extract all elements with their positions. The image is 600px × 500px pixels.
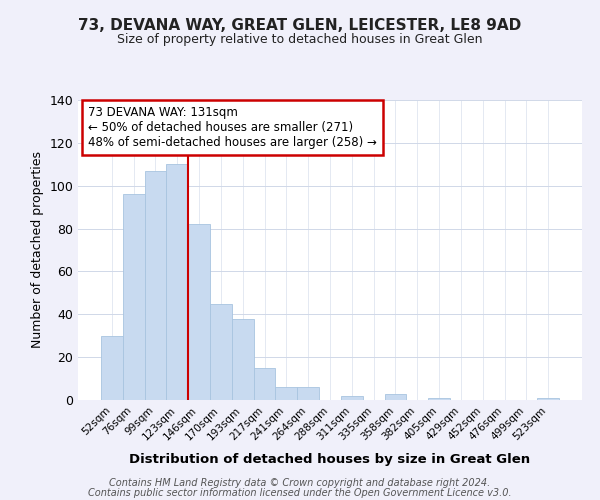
Bar [537, 398, 559, 400]
Text: 73 DEVANA WAY: 131sqm
← 50% of detached houses are smaller (271)
48% of semi-det: 73 DEVANA WAY: 131sqm ← 50% of detached … [88, 106, 377, 149]
Bar [385, 394, 406, 400]
Bar [123, 194, 145, 400]
Bar [145, 170, 166, 400]
Bar [210, 304, 232, 400]
Text: Size of property relative to detached houses in Great Glen: Size of property relative to detached ho… [117, 32, 483, 46]
Text: Contains public sector information licensed under the Open Government Licence v3: Contains public sector information licen… [88, 488, 512, 498]
Bar [188, 224, 210, 400]
Bar [428, 398, 450, 400]
Text: 73, DEVANA WAY, GREAT GLEN, LEICESTER, LE8 9AD: 73, DEVANA WAY, GREAT GLEN, LEICESTER, L… [79, 18, 521, 32]
Y-axis label: Number of detached properties: Number of detached properties [31, 152, 44, 348]
Bar [341, 396, 363, 400]
Bar [101, 336, 123, 400]
Text: Contains HM Land Registry data © Crown copyright and database right 2024.: Contains HM Land Registry data © Crown c… [109, 478, 491, 488]
Bar [297, 387, 319, 400]
Bar [232, 318, 254, 400]
Bar [166, 164, 188, 400]
X-axis label: Distribution of detached houses by size in Great Glen: Distribution of detached houses by size … [130, 453, 530, 466]
Bar [254, 368, 275, 400]
Bar [275, 387, 297, 400]
